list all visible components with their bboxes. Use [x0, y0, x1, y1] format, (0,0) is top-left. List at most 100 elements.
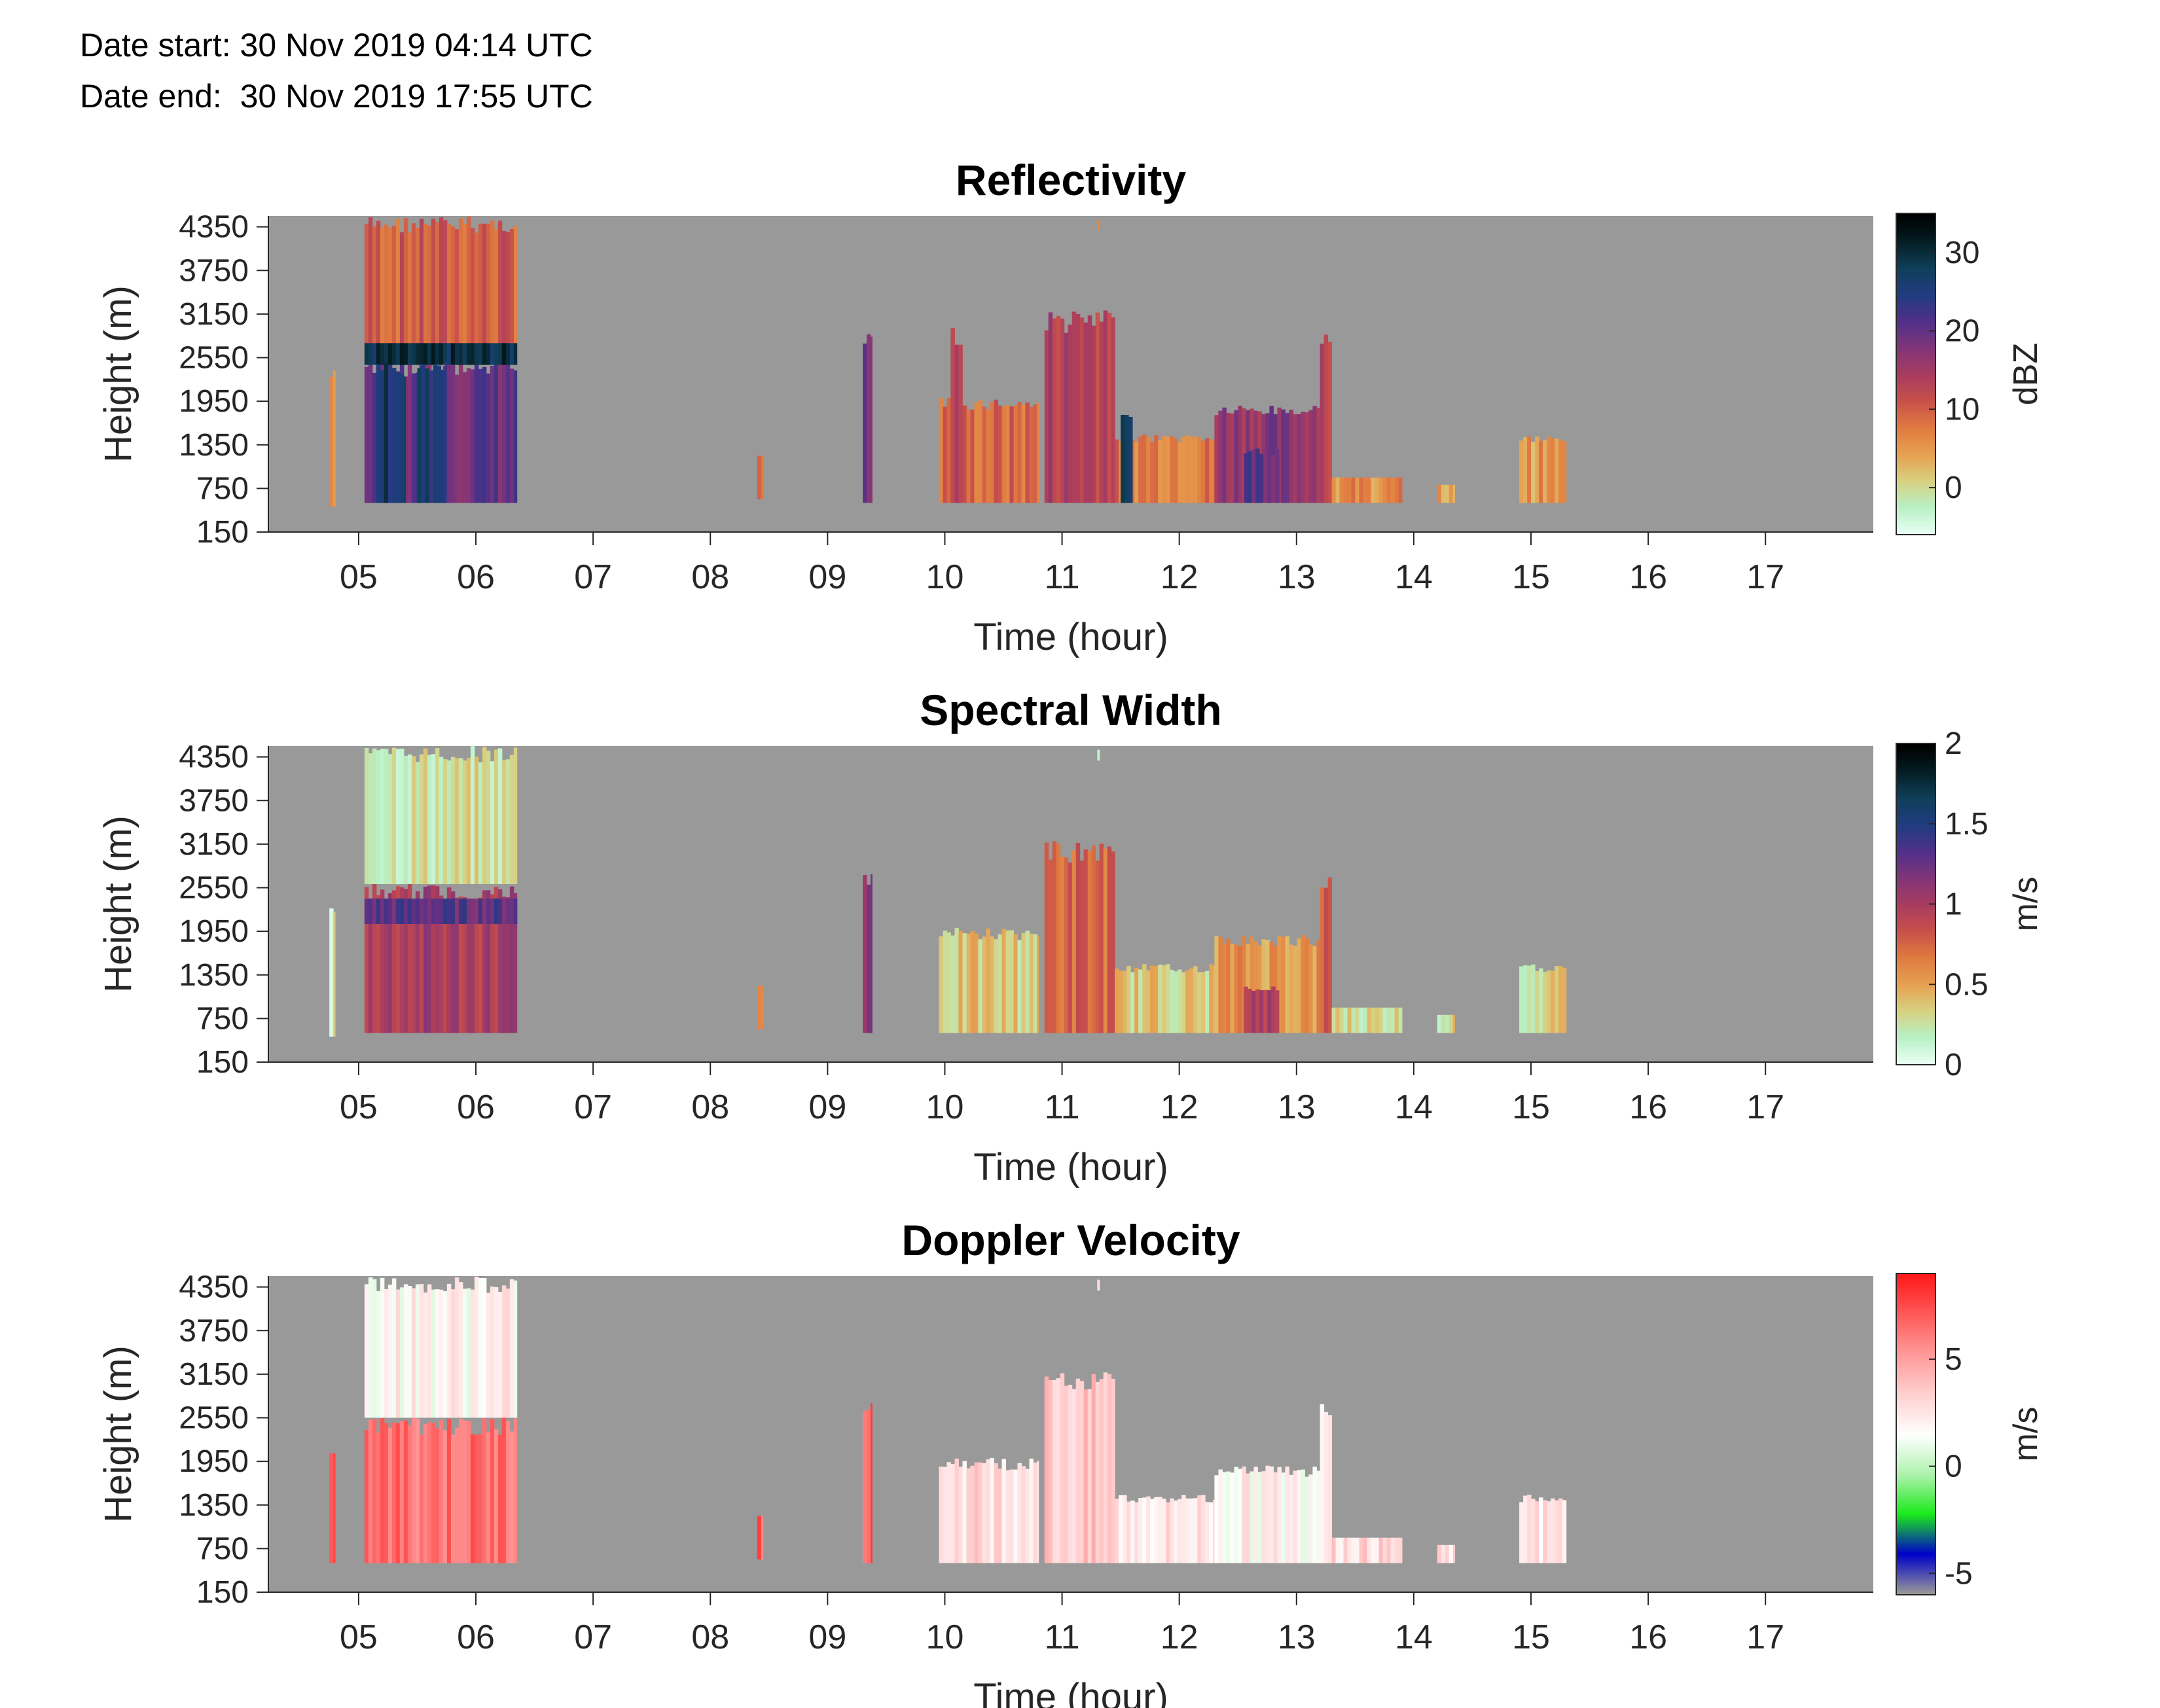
data-cell	[1398, 477, 1403, 503]
data-cell	[497, 221, 503, 362]
x-tick-label: 07	[574, 1618, 612, 1656]
data-cell	[1523, 965, 1528, 1033]
x-tick-label: 13	[1278, 1618, 1316, 1656]
data-cell	[333, 912, 336, 1037]
data-cell	[435, 886, 440, 1033]
data-cell	[490, 898, 495, 925]
colorbar-swatch	[1896, 887, 1935, 891]
data-cell	[1539, 968, 1543, 1033]
colorbar-swatch	[1896, 995, 1935, 999]
x-tick-label: 07	[574, 558, 612, 596]
data-cell	[1308, 1474, 1313, 1563]
data-cell	[958, 344, 963, 503]
data-cell	[442, 1291, 448, 1418]
colorbar-swatch	[1896, 1573, 1935, 1577]
colorbar-swatch	[1896, 751, 1935, 755]
data-cell	[1305, 1476, 1309, 1563]
data-cell	[1158, 1497, 1162, 1563]
colorbar-tick-label: 1.5	[1945, 807, 1989, 842]
x-tick-label: 11	[1045, 1088, 1080, 1126]
data-cell	[490, 221, 495, 362]
data-cell	[1253, 941, 1258, 1033]
colorbar-swatch	[1896, 1525, 1935, 1529]
colorbar-swatch	[1896, 1380, 1935, 1384]
data-cell	[478, 1277, 483, 1418]
data-cell	[966, 933, 971, 1033]
data-region	[1320, 877, 1333, 1033]
data-cell	[1308, 944, 1313, 1033]
data-cell	[478, 898, 483, 925]
data-cell	[454, 229, 459, 362]
data-cell	[1083, 322, 1089, 503]
data-cell	[427, 225, 432, 362]
data-cell	[1166, 436, 1170, 503]
data-cell	[478, 343, 483, 365]
colorbar: -5 0 5 m/s	[1896, 1273, 2045, 1595]
data-cell	[439, 343, 444, 365]
data-cell	[384, 343, 389, 365]
data-cell	[1257, 1472, 1262, 1563]
data-cell	[1119, 1495, 1123, 1563]
data-cell	[1197, 972, 1202, 1033]
data-cell	[431, 1289, 436, 1418]
panel-3: Doppler Velocity150750135019502550315037…	[97, 1216, 2045, 1708]
data-cell	[1386, 1007, 1392, 1033]
data-cell	[494, 343, 499, 365]
data-cell	[329, 908, 334, 1037]
data-cell	[376, 898, 381, 925]
data-cell	[1130, 1501, 1135, 1563]
data-cell	[943, 1467, 948, 1563]
colorbar-swatch	[1896, 1415, 1935, 1419]
data-cell	[431, 885, 436, 1033]
data-cell	[482, 747, 487, 884]
colorbar-swatch	[1896, 1059, 1935, 1063]
colorbar-swatch	[1896, 245, 1935, 249]
panel-title: Doppler Velocity	[901, 1216, 1240, 1264]
data-cell	[1531, 964, 1536, 1033]
data-cell	[950, 328, 955, 503]
colorbar-swatch	[1896, 411, 1935, 415]
data-cell	[1246, 1473, 1250, 1563]
data-cell	[419, 219, 424, 362]
colorbar-swatch	[1896, 1338, 1935, 1342]
y-axis-label: Height (m)	[97, 285, 139, 463]
x-tick-label: 11	[1045, 1618, 1080, 1656]
data-cell	[1312, 1467, 1317, 1563]
data-cell	[446, 887, 452, 1033]
data-cell	[1029, 406, 1034, 503]
data-cell	[1213, 966, 1215, 1033]
data-cell	[380, 889, 385, 1033]
colorbar-swatch	[1896, 826, 1935, 830]
colorbar-swatch	[1896, 328, 1935, 332]
colorbar-swatch	[1896, 845, 1935, 849]
colorbar-swatch	[1896, 1503, 1935, 1507]
colorbar-swatch	[1896, 331, 1935, 334]
data-cell	[509, 898, 514, 925]
data-cell	[458, 898, 463, 925]
data-cell	[1021, 404, 1026, 503]
colorbar-swatch	[1896, 1520, 1935, 1523]
data-cell	[368, 1419, 373, 1563]
data-cell	[867, 1409, 871, 1563]
colorbar-swatch	[1896, 896, 1935, 900]
colorbar-swatch	[1896, 1530, 1935, 1534]
data-region	[1519, 1494, 1567, 1563]
data-region	[417, 361, 447, 503]
data-cell	[478, 762, 483, 884]
data-cell	[1452, 1014, 1456, 1033]
colorbar-tick-label: 1	[1945, 887, 1962, 922]
data-cell	[1367, 1007, 1372, 1033]
data-cell	[1375, 477, 1380, 503]
data-cell	[1138, 436, 1143, 503]
data-cell	[1162, 1499, 1166, 1563]
data-cell	[486, 890, 491, 1033]
data-cell	[376, 1290, 381, 1418]
y-tick-label: 1350	[179, 428, 249, 463]
data-cell	[415, 898, 420, 925]
y-tick-label: 3150	[179, 827, 249, 862]
x-tick-label: 05	[340, 558, 378, 596]
colorbar-swatch	[1896, 1463, 1935, 1467]
data-cell	[427, 1284, 432, 1418]
data-cell	[427, 885, 432, 1033]
colorbar-swatch	[1896, 1407, 1935, 1411]
